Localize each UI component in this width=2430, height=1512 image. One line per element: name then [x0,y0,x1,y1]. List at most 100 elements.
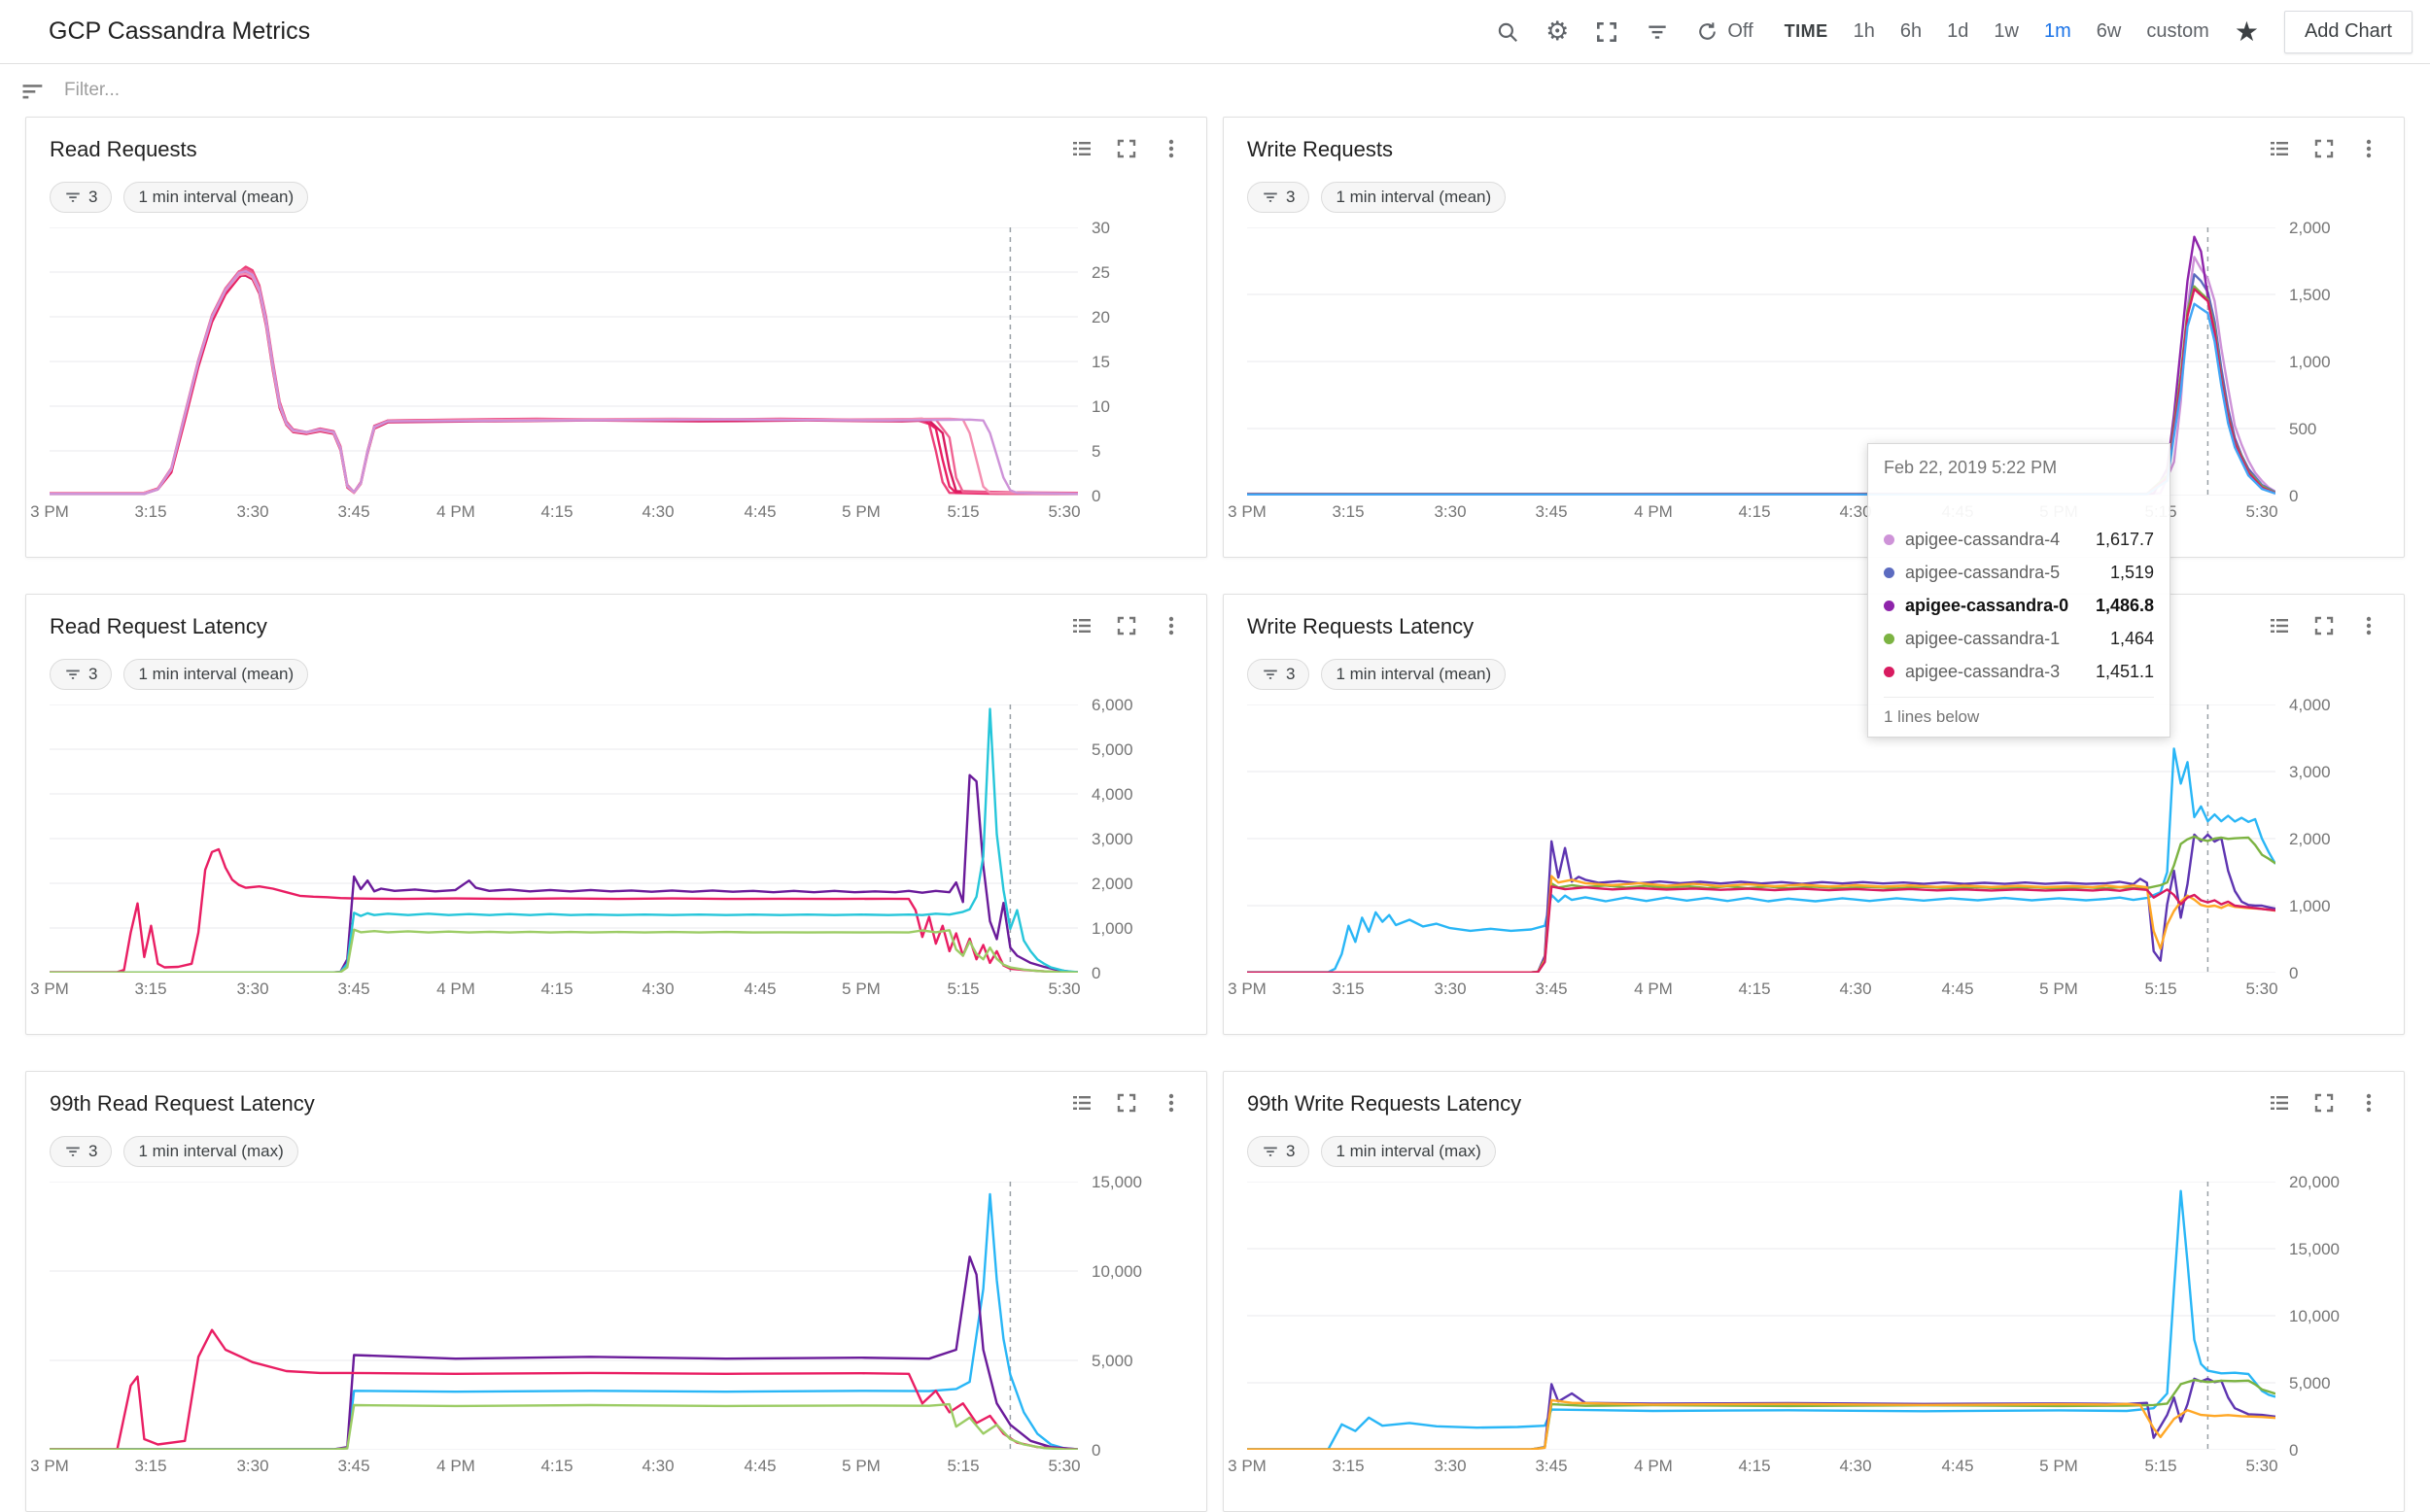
legend-icon[interactable] [2268,614,2291,637]
interval-chip[interactable]: 1 min interval (max) [1321,1136,1496,1167]
time-range-1d[interactable]: 1d [1947,20,1969,42]
x-axis-label: 4:15 [540,1457,573,1475]
auto-refresh-toggle[interactable]: Off [1695,19,1753,44]
chart-canvas[interactable] [50,226,1079,497]
y-axis-label: 5,000 [1092,1352,1133,1370]
x-axis-label: 5:15 [947,502,980,521]
legend-icon[interactable] [1070,137,1094,160]
x-axis-label: 4:45 [1941,979,1974,998]
more-options-icon[interactable] [2357,137,2380,160]
legend-icon[interactable] [1070,614,1094,637]
y-axis-label: 6,000 [1092,696,1133,714]
chip-filter-icon [66,192,80,202]
legend-icon[interactable] [2268,1091,2291,1115]
x-axis: 3 PM 3:15 3:30 3:45 4 PM 4:15 4:30 4:45 5 PM 5:15… [30,979,1080,1003]
x-axis-label: 4:15 [1738,979,1771,998]
fullscreen-icon[interactable] [1594,19,1619,45]
more-options-icon[interactable] [2357,614,2380,637]
x-axis-label: 3:45 [337,1457,370,1475]
chart-title: Write Requests Latency [1247,614,1475,638]
interval-chip[interactable]: 1 min interval (mean) [123,182,309,213]
x-axis: 3 PM 3:15 3:30 3:45 4 PM 4:15 4:30 4:45 5 PM 5:15… [30,502,1080,526]
chip-filter-icon [1264,1147,1277,1156]
filter-count-label: 3 [1286,665,1296,683]
x-axis-label: 4:45 [744,502,777,521]
x-axis-label: 5 PM [842,979,881,998]
time-range-1h[interactable]: 1h [1853,20,1875,42]
time-range-6h[interactable]: 6h [1899,20,1923,42]
series-color-dot [1884,666,1894,677]
time-range-6w[interactable]: 6w [2096,20,2122,42]
legend-icon[interactable] [2268,137,2291,160]
chart-canvas[interactable] [1247,704,2277,974]
time-range-1w[interactable]: 1w [1994,20,2019,42]
y-axis-label: 1,000 [1092,919,1133,938]
x-axis-label: 3:15 [1332,1457,1365,1475]
filter-count-chip[interactable]: 3 [1247,182,1310,213]
chip-filter-icon [1264,192,1277,202]
plot-area[interactable] [50,226,1079,497]
plot-area[interactable] [1247,704,2277,974]
interval-chip[interactable]: 1 min interval (mean) [1321,659,1507,690]
more-options-icon[interactable] [2357,1091,2380,1115]
tooltip-row: apigee-cassandra-4 1,617.7 [1884,523,2154,556]
y-axis-label: 5,000 [1092,740,1133,759]
add-chart-button[interactable]: Add Chart [2283,10,2413,53]
expand-chart-icon[interactable] [2312,614,2336,637]
expand-chart-icon[interactable] [2312,1091,2336,1115]
y-axis-label: 500 [2289,420,2317,438]
settings-gear-icon[interactable]: ⚙ [1545,17,1570,46]
chart-canvas[interactable] [50,1181,1079,1451]
x-axis-label: 3:30 [236,1457,269,1475]
interval-chip[interactable]: 1 min interval (mean) [1321,182,1507,213]
filter-icon[interactable] [19,77,47,104]
more-options-icon[interactable] [1160,137,1183,160]
plot-area[interactable] [50,1181,1079,1451]
filter-count-chip[interactable]: 3 [1247,1136,1310,1167]
chart-canvas[interactable] [50,704,1079,974]
x-axis-label: 3:30 [1434,502,1467,521]
x-axis-label: 3:30 [1434,1457,1467,1475]
plot-area[interactable] [50,704,1079,974]
tooltip-series-name: apigee-cassandra-4 [1905,529,2061,549]
filter-count-chip[interactable]: 3 [50,659,113,690]
y-axis: 0 5,000 10,000 15,000 20,000 [2289,1173,2388,1460]
interval-chip[interactable]: 1 min interval (max) [123,1136,298,1167]
tooltip-series-value: 1,464 [2109,628,2154,648]
search-icon[interactable] [1495,19,1520,45]
filter-count-chip[interactable]: 3 [50,1136,113,1167]
x-axis-label: 3:15 [134,1457,167,1475]
filter-count-chip[interactable]: 3 [50,182,113,213]
page-title: GCP Cassandra Metrics [49,17,311,45]
y-axis-label: 0 [2289,964,2299,982]
x-axis-label: 4:30 [1839,502,1872,521]
tooltip-series-value: 1,617.7 [2095,529,2154,549]
filter-count-label: 3 [88,665,98,683]
filter-input[interactable] [64,80,2411,101]
favorite-star-icon[interactable]: ★ [2234,16,2259,47]
filter-count-chip[interactable]: 3 [1247,659,1310,690]
time-range-1m[interactable]: 1m [2043,20,2071,42]
legend-icon[interactable] [1070,1091,1094,1115]
more-options-icon[interactable] [1160,614,1183,637]
chart-card: 99th Write Requests Latency 3 1 min inte… [1223,1071,2405,1512]
x-axis-label: 4:45 [744,979,777,998]
expand-chart-icon[interactable] [1115,1091,1138,1115]
filter-count-label: 3 [88,188,98,206]
tooltip-series-name: apigee-cassandra-0 [1905,595,2069,615]
plot-area[interactable] [1247,1181,2276,1451]
expand-chart-icon[interactable] [1115,137,1138,160]
expand-chart-icon[interactable] [1115,614,1138,637]
more-options-icon[interactable] [1160,1091,1183,1115]
x-axis-label: 3:15 [134,502,167,521]
x-axis-label: 3:15 [134,979,167,998]
x-axis-label: 5 PM [2039,1457,2078,1475]
filter-list-icon[interactable] [1645,19,1670,45]
time-range-custom[interactable]: custom [2146,20,2209,42]
expand-chart-icon[interactable] [2312,137,2336,160]
y-axis: 0 5 10 15 20 25 30 [1092,219,1191,505]
tooltip-series-value: 1,519 [2109,562,2154,582]
interval-chip[interactable]: 1 min interval (mean) [123,659,309,690]
chart-canvas[interactable] [1247,1181,2276,1451]
